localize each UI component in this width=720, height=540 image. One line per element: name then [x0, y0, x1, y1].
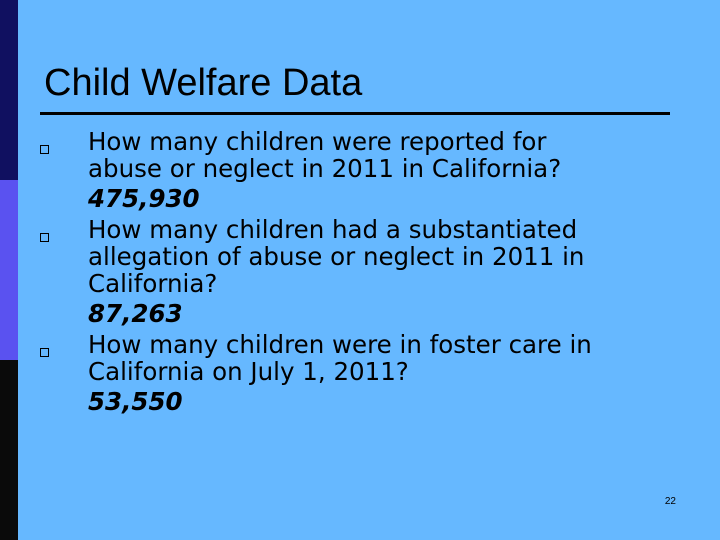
question-line: How many children had a substantiated: [88, 215, 578, 244]
slide-number: 22: [664, 496, 676, 507]
band-bottom-segment: [0, 360, 18, 540]
question-line: California on July 1, 2011?: [88, 357, 409, 386]
answer-value: 53,550: [88, 387, 183, 416]
bullet-item: How many children had a substantiated al…: [38, 216, 698, 331]
title-underline: [40, 112, 670, 115]
answer-value: 87,263: [88, 299, 183, 328]
answer-value: 475,930: [88, 184, 200, 213]
left-accent-band: [0, 0, 18, 540]
question-line: allegation of abuse or neglect in 2011 i…: [88, 242, 585, 271]
bullet-item: How many children were in foster care in…: [38, 331, 698, 419]
question-line: California?: [88, 269, 218, 298]
slide-title: Child Welfare Data: [44, 62, 363, 104]
bullet-item: How many children were reported for abus…: [38, 128, 698, 216]
band-top-segment: [0, 0, 18, 180]
question-line: abuse or neglect in 2011 in California?: [88, 154, 562, 183]
bullet-list: How many children were reported for abus…: [38, 128, 698, 419]
hollow-square-icon: [40, 145, 49, 154]
hollow-square-icon: [40, 348, 49, 357]
question-line: How many children were reported for: [88, 127, 547, 156]
band-middle-segment: [0, 180, 18, 360]
hollow-square-icon: [40, 233, 49, 242]
question-line: How many children were in foster care in: [88, 330, 592, 359]
